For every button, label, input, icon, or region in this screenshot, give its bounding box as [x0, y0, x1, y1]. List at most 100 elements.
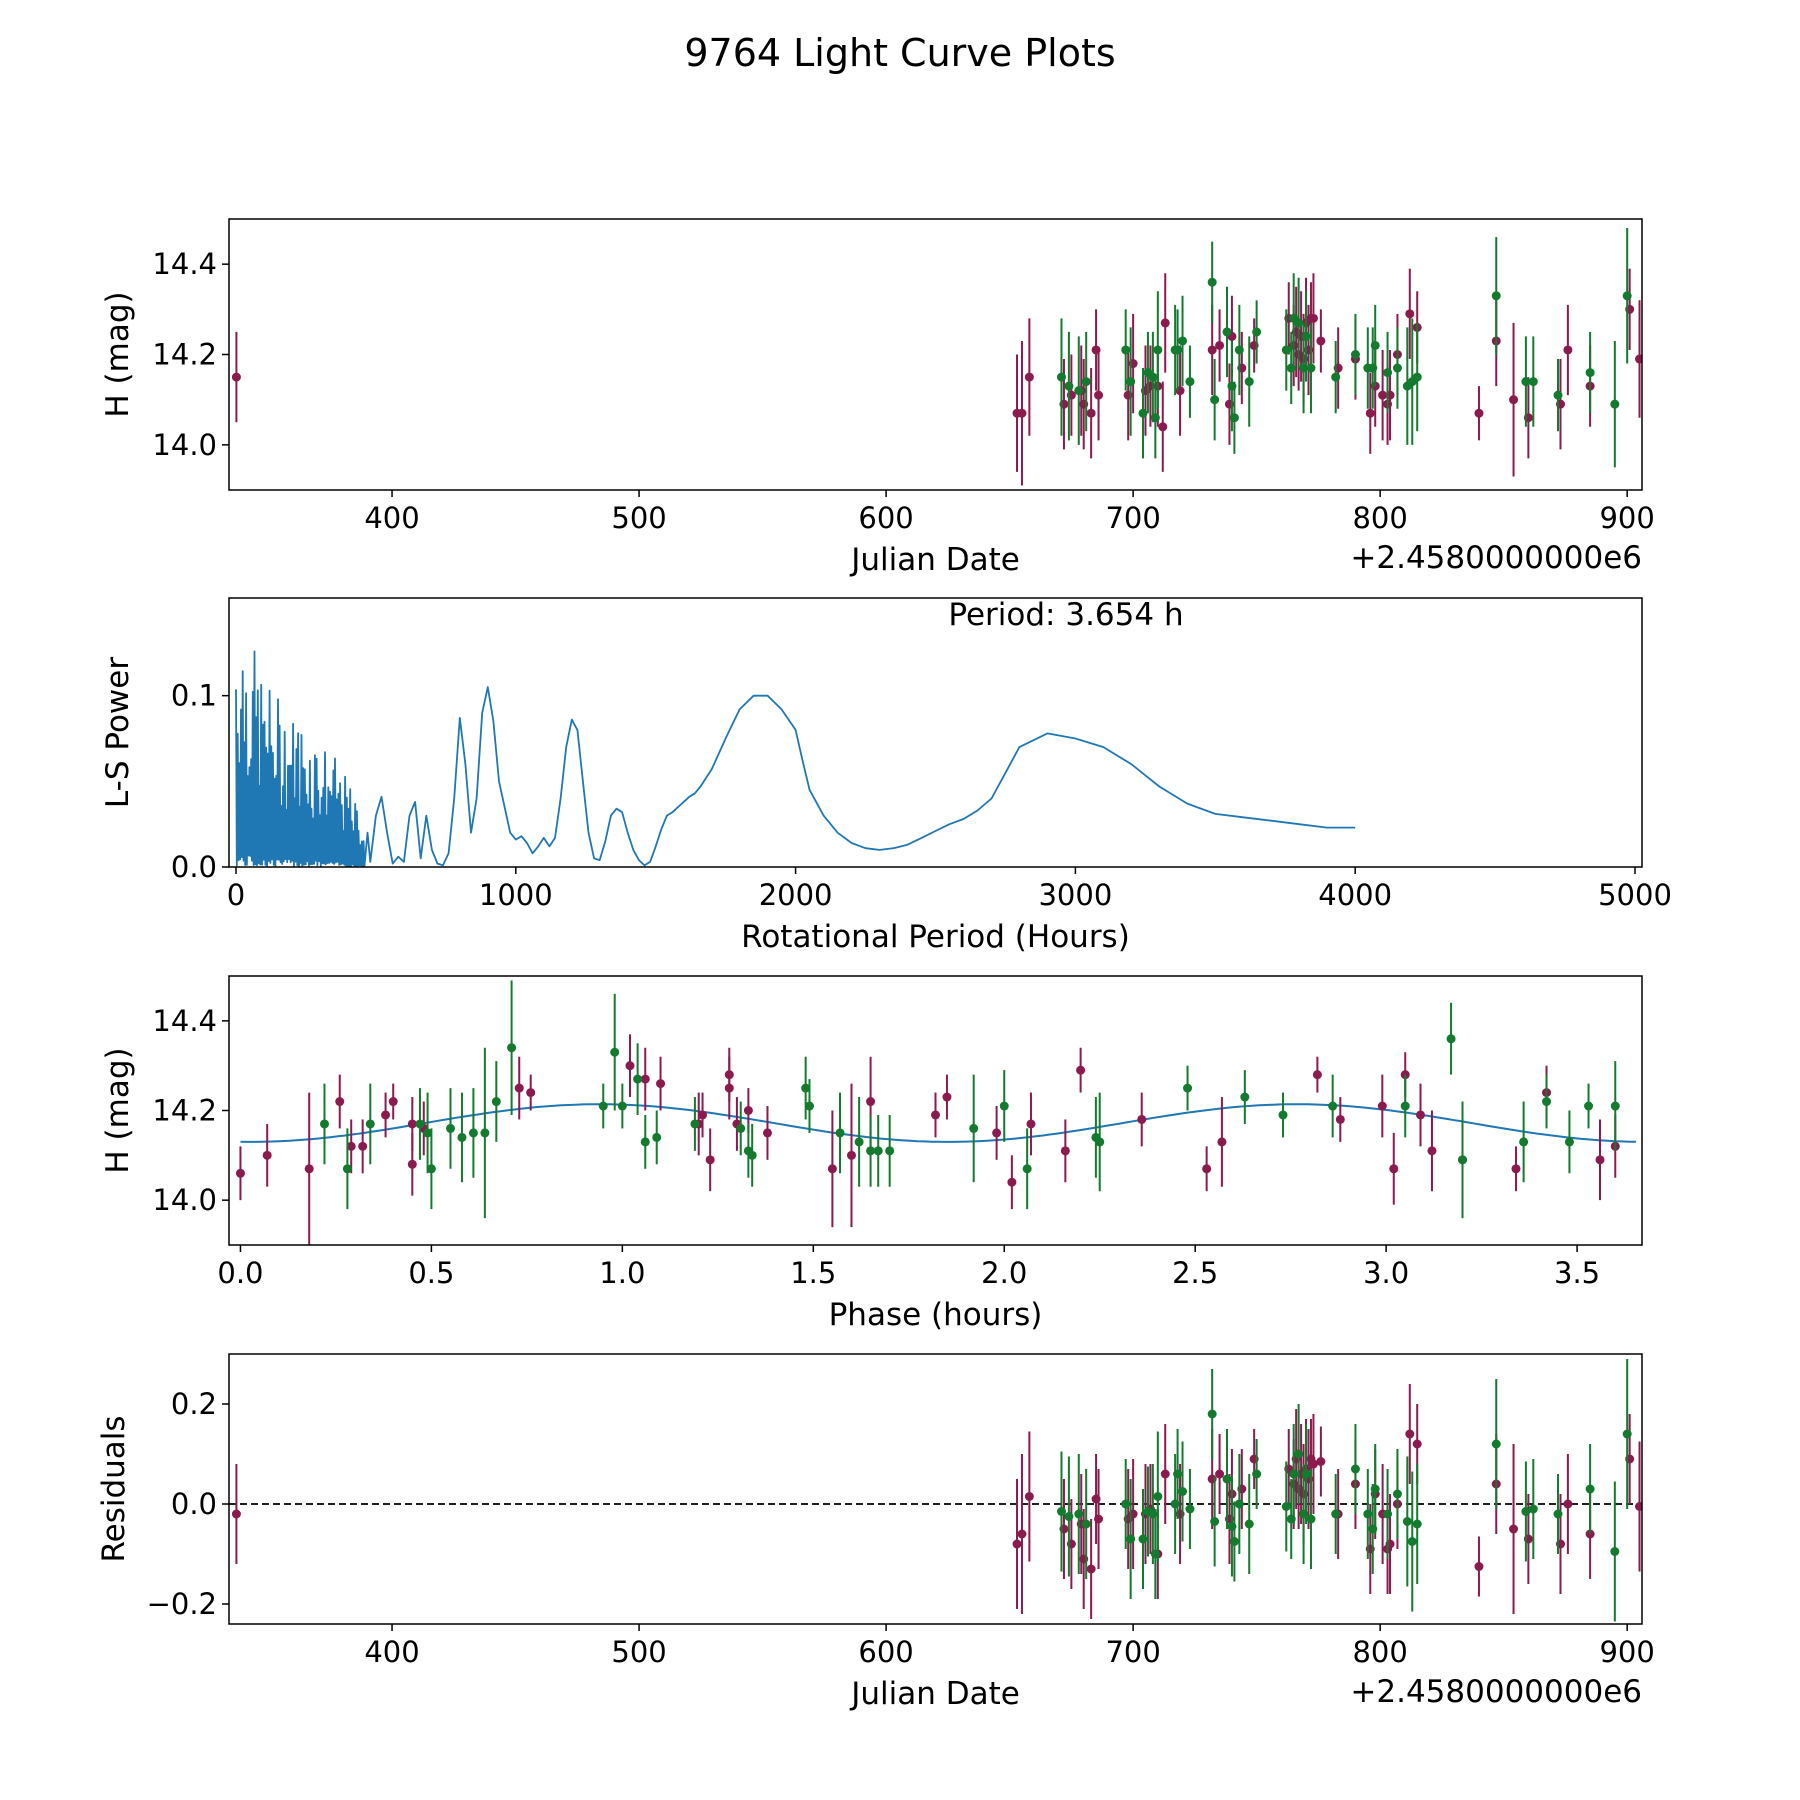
data-point	[1138, 1534, 1148, 1544]
data-point	[514, 1083, 524, 1093]
x-tick-label: 4000	[1318, 878, 1392, 912]
panel-lightcurve: 400 500 600 700 800 900 14.0 14.2 14.4 Julian Dat…	[100, 218, 1655, 578]
data-point	[1412, 1519, 1422, 1529]
plot-area-periodogram	[235, 650, 1356, 867]
data-point	[1081, 377, 1091, 387]
data-point	[365, 1119, 375, 1129]
data-point	[415, 1119, 425, 1129]
data-point	[1405, 309, 1415, 319]
data-point	[407, 1119, 417, 1129]
x-tick-label: 0	[227, 878, 245, 912]
data-point	[468, 1128, 478, 1138]
data-point	[992, 1128, 1002, 1138]
data-point	[1519, 1137, 1529, 1147]
data-point	[1610, 1101, 1620, 1111]
data-point	[1350, 1464, 1360, 1474]
data-point	[1316, 1457, 1326, 1466]
data-point	[1024, 1492, 1034, 1501]
data-point	[1412, 372, 1422, 382]
x-tick-label: 500	[611, 501, 666, 535]
data-point	[1521, 377, 1531, 387]
data-point	[1240, 1092, 1250, 1102]
data-point	[1017, 408, 1027, 418]
y-axis-label: H (mag)	[100, 1047, 136, 1173]
data-point	[1178, 1487, 1188, 1496]
data-point	[1017, 1529, 1027, 1539]
y-tick-label: −0.2	[147, 1587, 217, 1621]
x-tick-label: 3.5	[1554, 1256, 1600, 1290]
data-point	[1094, 1514, 1104, 1524]
data-point	[1563, 345, 1573, 355]
data-point	[931, 1110, 940, 1120]
figure-title: 9764 Light Curve Plots	[684, 31, 1115, 75]
data-point	[1210, 1517, 1220, 1526]
data-point	[231, 372, 241, 382]
data-point	[1210, 395, 1220, 405]
data-point	[235, 1168, 245, 1178]
data-point	[1335, 1114, 1345, 1124]
data-point	[342, 1164, 352, 1174]
x-tick-label: 900	[1599, 501, 1654, 535]
data-point	[1229, 1537, 1239, 1546]
data-point	[1585, 368, 1595, 378]
data-point	[480, 1128, 490, 1138]
data-point	[1316, 336, 1326, 346]
data-point	[1126, 377, 1136, 387]
data-point	[690, 1119, 700, 1129]
data-point	[1294, 1449, 1304, 1459]
data-point	[747, 1150, 757, 1160]
x-axis-label: Phase (hours)	[829, 1297, 1043, 1333]
data-point	[1076, 1065, 1086, 1075]
data-point	[1022, 1164, 1032, 1174]
data-point	[652, 1132, 662, 1142]
data-point	[1178, 336, 1188, 346]
data-point	[1312, 1070, 1322, 1080]
data-point	[1458, 1155, 1468, 1165]
data-point	[1081, 1519, 1091, 1529]
data-point	[1511, 1164, 1521, 1174]
data-point	[1234, 1499, 1244, 1509]
data-point	[640, 1074, 650, 1084]
x-tick-label: 1.0	[599, 1256, 645, 1290]
data-point	[1509, 1524, 1519, 1534]
data-point	[1056, 372, 1066, 382]
plot-area-residuals	[229, 1359, 1642, 1622]
data-point	[231, 1509, 241, 1519]
data-point	[1012, 1539, 1022, 1549]
data-point	[335, 1097, 345, 1107]
x-tick-label: 700	[1105, 1635, 1160, 1669]
data-point	[1281, 345, 1291, 355]
data-point	[1121, 345, 1131, 355]
data-point	[1521, 1507, 1531, 1516]
data-point	[854, 1137, 864, 1147]
data-point	[1160, 318, 1170, 328]
series-green	[1056, 228, 1632, 468]
y-tick-label: 14.2	[152, 1094, 217, 1128]
data-point	[1244, 1519, 1254, 1529]
data-point	[304, 1164, 314, 1174]
data-point	[1407, 1537, 1417, 1546]
data-point	[1402, 1517, 1412, 1526]
data-point	[801, 1083, 811, 1093]
x-tick-label: 900	[1599, 1635, 1654, 1669]
data-point	[1281, 1502, 1291, 1511]
y-tick-label: 0.0	[171, 850, 217, 884]
y-tick-label: 14.0	[152, 428, 217, 462]
data-point	[1137, 1114, 1147, 1124]
data-point	[1060, 1146, 1070, 1156]
data-point	[1308, 313, 1318, 323]
data-point	[1491, 291, 1501, 301]
data-point	[1491, 1439, 1501, 1449]
data-point	[1301, 1469, 1311, 1479]
axes-frame	[228, 975, 1643, 1246]
panel-phased: 0.0 0.5 1.0 1.5 2.0 2.5 3.0 3.5 14.0 14.2 14.4 Phas…	[100, 975, 1643, 1333]
data-point	[1610, 1547, 1620, 1556]
series-green	[319, 980, 1620, 1219]
data-point	[999, 1101, 1009, 1111]
data-point	[1370, 340, 1380, 350]
data-point	[1202, 1164, 1212, 1174]
axes-frame	[228, 597, 1643, 868]
data-point	[1252, 327, 1262, 337]
data-point	[705, 1155, 715, 1165]
axes-frame	[228, 1353, 1643, 1625]
